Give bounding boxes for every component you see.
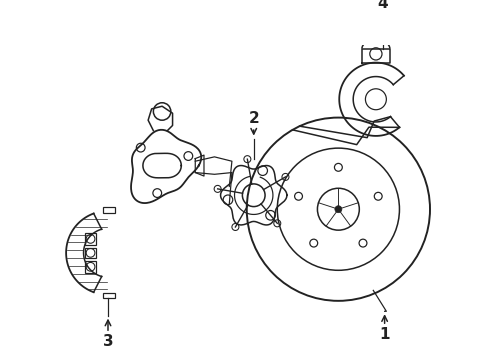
Text: 2: 2 [248, 111, 259, 126]
Text: 4: 4 [378, 0, 388, 11]
Text: 1: 1 [379, 327, 390, 342]
Text: 3: 3 [103, 334, 113, 349]
Circle shape [335, 206, 342, 213]
